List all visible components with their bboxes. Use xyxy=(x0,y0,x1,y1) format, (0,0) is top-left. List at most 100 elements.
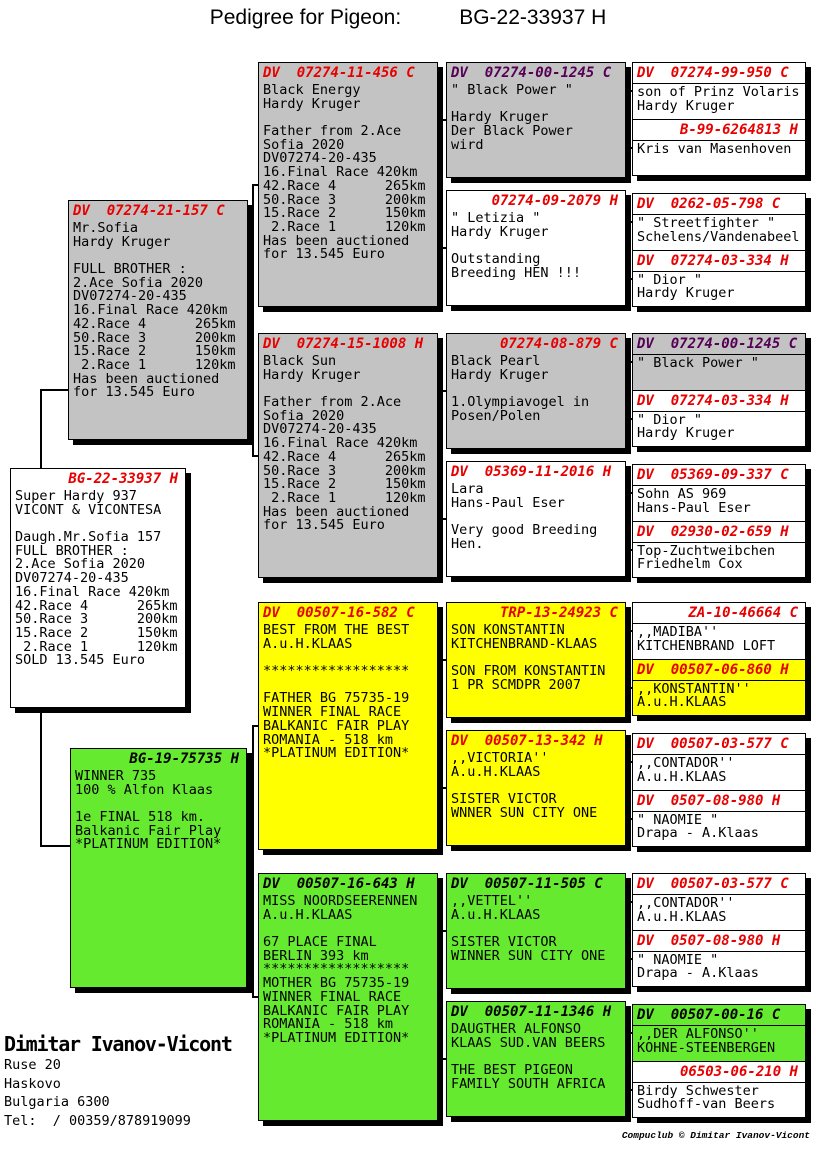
box-text-line: 50.Race 3 200km xyxy=(263,464,426,479)
box-header: BG-22-33937 H xyxy=(68,471,178,487)
box-body: ,,CONTADOR'' A.u.H.KLAAS xyxy=(633,755,805,784)
pedigree-box[interactable]: DV 0507-08-980 H " NAOMIE " Drapa - A.Klaa… xyxy=(633,930,805,986)
box-text-line: Hans-Paul Eser xyxy=(637,501,751,516)
box-text-line: ****************** xyxy=(263,963,410,978)
pedigree-box[interactable]: B-99-6264813 H Kris van Masenhoven xyxy=(633,119,805,175)
pedigree-box[interactable]: DV 00507-00-16 C ,,DER ALFONSO'' KOHNE-STE… xyxy=(633,1005,805,1062)
pedigree-box-dv-07274-21-157-c[interactable]: DV 07274-21-157 C Mr.Sofia Hardy Kruger FUL… xyxy=(68,200,248,440)
box-text-line: ****************** xyxy=(263,665,410,679)
pedigree-box[interactable]: DV 00507-03-577 C ,,CONTADOR'' A.u.H.KLAAS xyxy=(633,874,805,931)
box-text-line: Hardy Kruger xyxy=(263,97,361,112)
box-text-line: FATHER BG 75735-19 xyxy=(263,692,410,707)
connector-line xyxy=(628,760,632,763)
connector-line xyxy=(252,183,258,186)
box-text-line: 16.Final Race 420km xyxy=(263,166,418,180)
pedigree-box-dv-05369-11-2016-h[interactable]: DV 05369-11-2016 H Lara Hans-Paul Eser Very… xyxy=(446,461,626,577)
pedigree-box-dv-00507-16-582-c[interactable]: DV 00507-16-582 C BEST FROM THE BEST A.u.H… xyxy=(258,602,438,850)
connector-line xyxy=(252,454,258,457)
box-text-line: ROMANIA - 518 km xyxy=(263,1018,394,1032)
pedigree-box-dv-07274-11-456-c[interactable]: DV 07274-11-456 C Black Energy Hardy Kruge… xyxy=(258,62,438,307)
connector-line xyxy=(626,518,628,520)
box-text-line: for 13.545 Euro xyxy=(73,386,195,400)
pedigree-box[interactable]: 06503-06-210 H Birdy Schwester Sudhoff-van… xyxy=(633,1061,805,1117)
box-text-line: SOLD 13.545 Euro xyxy=(15,654,146,668)
box-text-line: Super Hardy 937 xyxy=(15,490,137,504)
connector-line xyxy=(438,183,441,186)
box-text-line: Birdy Schwester xyxy=(637,1084,759,1099)
box-text-line: *PLATINUM EDITION* xyxy=(75,838,222,853)
box-text-line: 15.Race 2 150km xyxy=(263,207,426,221)
pedigree-pair-5: DV 00507-03-577 C ,,CONTADOR'' A.u.H.KLAAS… xyxy=(632,733,806,847)
box-text-line: 2.Ace Sofia 2020 xyxy=(15,558,146,573)
box-body: ,,MADIBA'' KITCHENBRAND LOFT xyxy=(633,624,805,653)
box-text-line: " Black Power " xyxy=(451,84,573,98)
box-text-line: *PLATINUM EDITION* xyxy=(263,1031,410,1046)
box-text-line: A.u.H.KLAAS xyxy=(637,770,727,785)
pedigree-box-07274-09-2079-h[interactable]: 07274-09-2079 H " Letizia " Hardy Kruger Ou… xyxy=(446,190,626,306)
box-text-line: 2.Race 1 120km xyxy=(15,640,178,655)
pedigree-box[interactable]: DV 00507-03-577 C ,,CONTADOR'' A.u.H.KLAAS xyxy=(633,734,805,791)
connector-line xyxy=(628,220,630,280)
box-text-line: WINNER FINAL RACE xyxy=(263,706,402,720)
box-text-line: 15.Race 2 150km xyxy=(15,626,178,641)
box-text-line: WNNER SUN CITY ONE xyxy=(451,806,598,821)
connector-line xyxy=(247,867,252,869)
pedigree-pair-2: DV 07274-00-1245 C " Black Power " DV 0727… xyxy=(632,333,806,447)
pedigree-box-dv-07274-00-1245-c[interactable]: DV 07274-00-1245 C " Black Power " Hardy K… xyxy=(446,62,626,178)
box-body: Black Sun Hardy Kruger Father from 2.Ace So… xyxy=(259,353,437,533)
box-header: DV 07274-21-157 C xyxy=(73,203,225,219)
pedigree-box[interactable]: DV 07274-03-334 H " Dior " Hardy Kruger xyxy=(633,250,805,306)
box-header: DV 07274-03-334 H xyxy=(633,391,805,412)
box-header: DV 00507-03-577 C xyxy=(633,734,805,755)
pedigree-box-trp-13-24923-c[interactable]: TRP-13-24923 C SON KONSTANTIN KITCHENBRAND… xyxy=(446,602,626,718)
connector-line xyxy=(626,390,628,392)
pedigree-box-dv-00507-11-505-c[interactable]: DV 00507-11-505 C ,,VETTEL'' A.u.H.KLAAS SI… xyxy=(446,873,626,989)
connector-line xyxy=(628,491,632,494)
box-text-line: " Letizia " xyxy=(451,212,541,226)
box-body: SON KONSTANTIN KITCHENBRAND-KLAAS SON FROM… xyxy=(447,622,625,692)
box-text-line xyxy=(451,922,621,936)
pedigree-box-dv-00507-11-1346-h[interactable]: DV 00507-11-1346 H DAUGTHER ALFONSO KLAAS … xyxy=(446,1001,626,1117)
box-text-line: Daugh.Mr.Sofia 157 xyxy=(15,531,162,545)
connector-line xyxy=(441,518,446,520)
pedigree-box-dv-00507-16-643-h[interactable]: DV 00507-16-643 H MISS NOORDSEERENNEN A.u.… xyxy=(258,873,438,1121)
pedigree-box[interactable]: DV 0507-08-980 H " NAOMIE " Drapa - A.Klaa… xyxy=(633,790,805,846)
box-text-line: KOHNE-STEENBERGEN xyxy=(637,1041,776,1056)
pedigree-box[interactable]: DV 00507-06-860 H ,,KONSTANTIN'' A.u.H.KLA… xyxy=(633,659,805,715)
connector-line xyxy=(628,360,632,363)
connector-line xyxy=(628,89,630,149)
box-header: DV 00507-11-1346 H xyxy=(451,1004,612,1020)
box-text-line: DV07274-20-435 xyxy=(263,152,377,167)
connector-line xyxy=(252,725,258,727)
pedigree-box-dv-07274-15-1008-h[interactable]: DV 07274-15-1008 H Black Sun Hardy Kruger F… xyxy=(258,333,438,578)
pedigree-box[interactable]: DV 07274-03-334 H " Dior " Hardy Kruger xyxy=(633,390,805,446)
box-text-line: " Streetfighter " xyxy=(637,217,776,231)
box-text-line: 42.Race 4 265km xyxy=(73,317,236,332)
pedigree-box[interactable]: DV 05369-09-337 C Sohn AS 969 Hans-Paul Es… xyxy=(633,465,805,522)
pedigree-box[interactable]: ZA-10-46664 C ,,MADIBA'' KITCHENBRAND LOFT xyxy=(633,603,805,660)
box-text-line: BALKANIC FAIR PLAY xyxy=(263,1004,410,1019)
connector-line xyxy=(441,930,446,932)
connector-line xyxy=(441,930,443,1060)
connector-line xyxy=(441,247,446,249)
connector-line xyxy=(626,787,628,789)
box-text-line: A.u.H.KLAAS xyxy=(451,765,541,780)
connector-line xyxy=(441,390,446,392)
pedigree-box-bg-19-75735-h[interactable]: BG-19-75735 H WINNER 735 100 % Alfon Klaas… xyxy=(70,748,247,988)
pedigree-box-dv-00507-13-342-h[interactable]: DV 00507-13-342 H ,,VICTORIA'' A.u.H.KLAAS… xyxy=(446,730,626,846)
box-header: DV 05369-11-2016 H xyxy=(451,464,612,480)
pedigree-box-bg-22-33937-h[interactable]: BG-22-33937 H Super Hardy 937 VICONT & VIC… xyxy=(10,468,186,708)
pedigree-box[interactable]: DV 02930-02-659 H Top-Zuchtweibchen Friedh… xyxy=(633,521,805,577)
box-text-line: WINNER FINAL RACE xyxy=(263,990,402,1005)
box-text-line: Balkanic Fair Play xyxy=(75,824,222,839)
pedigree-box-07274-08-879-c[interactable]: 07274-08-879 C Black Pearl Hardy Kruger 1.O… xyxy=(446,333,626,449)
box-body: " Streetfighter " Schelens/Vandenabeel xyxy=(633,215,805,244)
box-text-line xyxy=(263,382,433,396)
pedigree-box[interactable]: DV 07274-00-1245 C " Black Power " xyxy=(633,334,805,391)
pedigree-box[interactable]: DV 0262-05-798 C " Streetfighter " Schelen… xyxy=(633,194,805,251)
box-text-line: 2.Race 1 120km xyxy=(263,491,426,506)
box-text-line: Top-Zuchtweibchen xyxy=(637,544,776,559)
page-title: Pedigree for Pigeon: xyxy=(209,6,402,29)
box-header: DV 0507-08-980 H xyxy=(633,931,805,952)
